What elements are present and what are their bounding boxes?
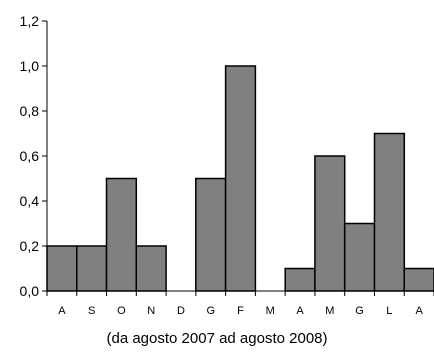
bars-group bbox=[46, 65, 434, 292]
y-tick-label: 1,0 bbox=[20, 58, 40, 74]
x-tick-label: G bbox=[206, 305, 215, 317]
bar-10 bbox=[343, 222, 376, 292]
x-tick-label: L bbox=[386, 305, 392, 317]
bar-12 bbox=[403, 267, 434, 292]
x-tick-label: N bbox=[147, 305, 155, 317]
bar-5 bbox=[195, 177, 227, 292]
x-tick-label: O bbox=[117, 305, 126, 317]
y-axis: 0,0 0,2 0,4 0,6 0,8 1,0 1,2 bbox=[20, 13, 48, 299]
y-tick-label: 0,4 bbox=[20, 193, 40, 209]
y-tick-label: 1,2 bbox=[20, 13, 40, 29]
x-tick-label: M bbox=[325, 305, 334, 317]
chart-caption: (da agosto 2007 ad agosto 2008) bbox=[106, 330, 328, 347]
bar-8 bbox=[284, 267, 316, 292]
x-tick-label: A bbox=[415, 305, 423, 317]
bar-9 bbox=[314, 155, 346, 292]
bar-11 bbox=[373, 132, 406, 292]
bar-0 bbox=[46, 245, 78, 292]
x-tick-label: F bbox=[237, 305, 244, 317]
y-tick-label: 0,6 bbox=[20, 148, 40, 164]
x-tick-label: A bbox=[296, 305, 304, 317]
bar-2 bbox=[105, 177, 138, 292]
x-tick-label: D bbox=[177, 305, 185, 317]
y-tick-label: 0,2 bbox=[20, 238, 40, 254]
y-tick-label: 0,0 bbox=[20, 283, 40, 299]
bar-1 bbox=[76, 245, 108, 292]
x-tick-label: A bbox=[58, 305, 66, 317]
x-tick-label: G bbox=[355, 305, 364, 317]
x-tick-label: S bbox=[88, 305, 95, 317]
bar-3 bbox=[135, 245, 167, 292]
x-tick-label: M bbox=[266, 305, 275, 317]
y-tick-label: 0,8 bbox=[20, 103, 40, 119]
bar-6 bbox=[224, 65, 257, 292]
